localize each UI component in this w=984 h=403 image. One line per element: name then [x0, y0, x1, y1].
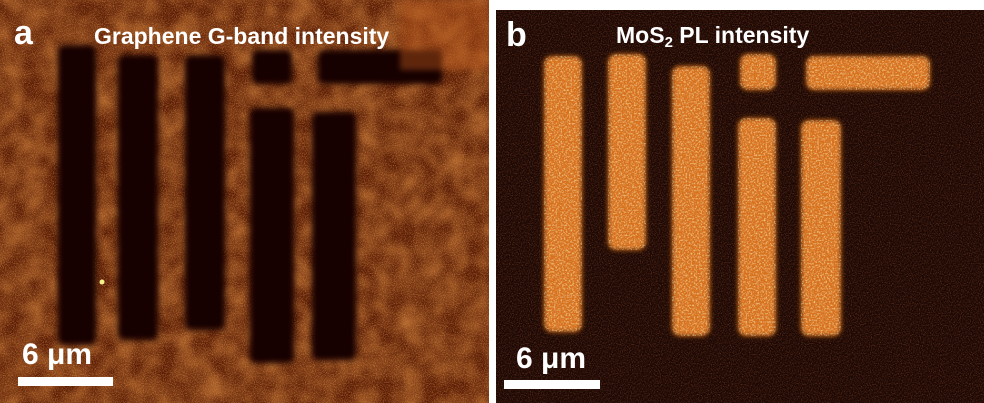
- panel-b-title: MoS2 PL intensity: [616, 22, 810, 51]
- panel-b-scale-bar: [504, 380, 600, 389]
- bright-stripe-4: [738, 118, 776, 336]
- dark-stripe-4: [250, 108, 294, 363]
- bright-stripe-1: [544, 56, 582, 332]
- dark-block-top-1: [252, 50, 292, 84]
- bright-stripe-2: [608, 54, 646, 250]
- graphene-intensity-map: [0, 0, 489, 403]
- bright-corner: [400, 0, 489, 70]
- panel-a-graphene-map: a Graphene G-band intensity 6 μm: [0, 0, 489, 403]
- dark-stripe-5: [312, 112, 356, 360]
- panel-b-mos2-map: b MoS2 PL intensity 6 μm: [496, 10, 984, 403]
- bright-stripes: [544, 54, 930, 336]
- bright-block-top-1: [740, 54, 776, 90]
- panel-a-letter: a: [14, 14, 33, 52]
- panel-b-scale-label: 6 μm: [516, 342, 587, 375]
- dark-stripe-1: [58, 45, 96, 345]
- panel-b-title-prefix: MoS: [616, 22, 665, 48]
- panel-a-title: Graphene G-band intensity: [94, 23, 390, 49]
- panel-a-scale-label: 6 μm: [22, 338, 93, 371]
- dark-stripe-3: [185, 55, 225, 330]
- dark-stripes: [58, 45, 442, 363]
- dark-stripe-2: [118, 55, 158, 340]
- bright-speck: [99, 279, 105, 285]
- panel-b-title-suffix: PL intensity: [672, 22, 810, 48]
- mos2-pl-intensity-map: [496, 10, 984, 403]
- bright-block-top-2: [806, 56, 930, 90]
- panel-a-scale-bar: [18, 377, 113, 386]
- bright-stripe-5: [801, 120, 841, 336]
- bright-stripe-3: [672, 66, 710, 336]
- panel-b-title-subscript: 2: [664, 34, 673, 51]
- panel-b-letter: b: [506, 16, 527, 54]
